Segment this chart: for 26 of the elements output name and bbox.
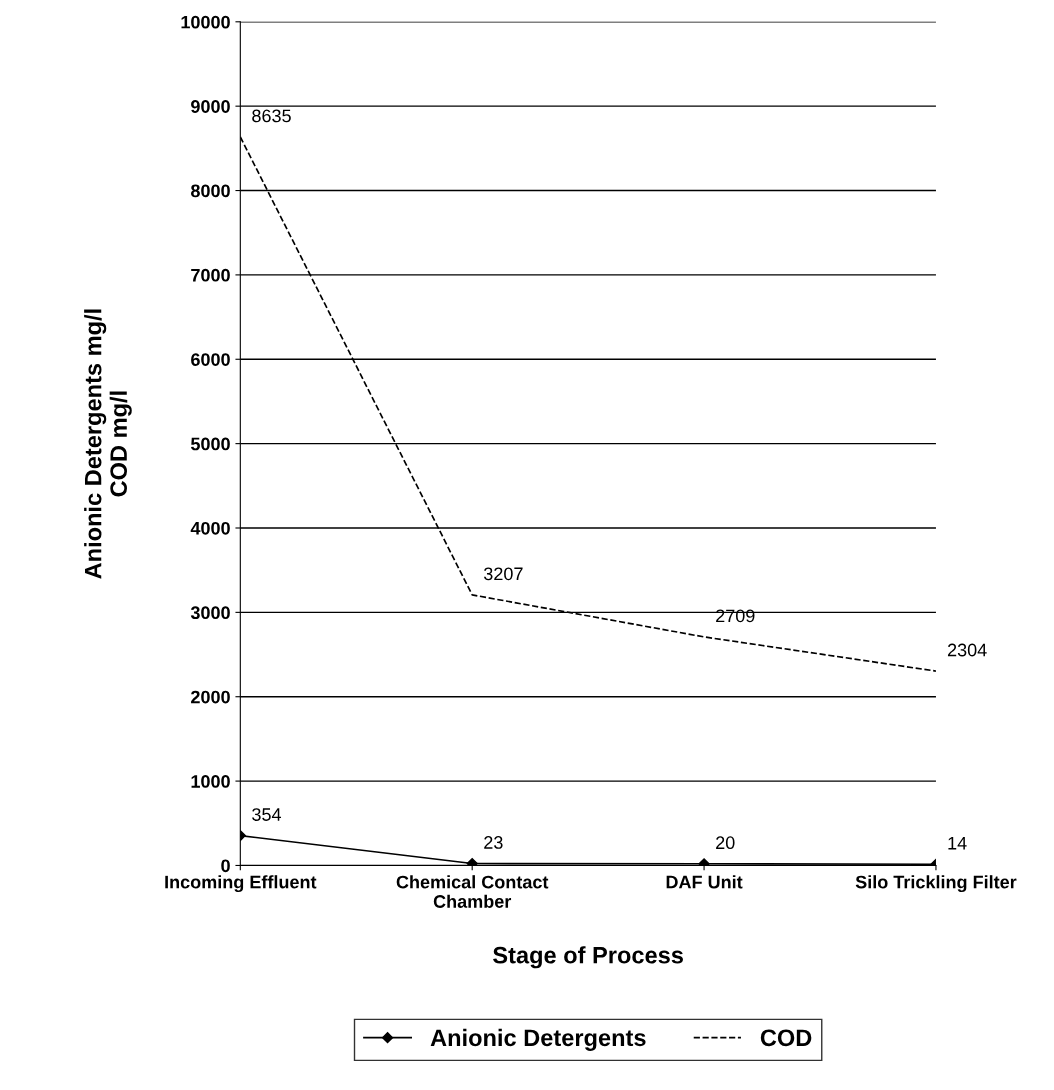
y-tick-label: 10000 bbox=[181, 15, 230, 29]
x-tick-label: Chemical Contact Chamber bbox=[396, 875, 549, 908]
legend-label: COD bbox=[760, 1029, 812, 1047]
data-label: 20 bbox=[716, 836, 735, 850]
x-tick-label: Silo Trickling Filter bbox=[855, 875, 1017, 893]
y-tick-label: 3000 bbox=[190, 606, 230, 620]
data-label: 14 bbox=[948, 837, 967, 850]
y-tick-label: 4000 bbox=[190, 521, 230, 535]
data-label: 354 bbox=[252, 808, 282, 821]
x-tick-label: DAF Unit bbox=[666, 875, 743, 889]
y-tick-label: 0 bbox=[221, 859, 230, 873]
data-label: 23 bbox=[484, 836, 503, 849]
data-label: 8635 bbox=[252, 109, 291, 123]
y-tick-label: 8000 bbox=[191, 184, 230, 198]
y-tick-label: 5000 bbox=[190, 437, 230, 451]
y-tick-label: 9000 bbox=[191, 100, 230, 113]
data-label: 2304 bbox=[947, 643, 987, 657]
y-tick-label: 6000 bbox=[191, 353, 230, 366]
legend-label: Anionic Detergents bbox=[430, 1028, 646, 1051]
x-tick-label: Incoming Effluent bbox=[165, 875, 317, 893]
y-tick-label: 2000 bbox=[191, 690, 230, 704]
y-tick-label: 1000 bbox=[191, 775, 230, 788]
y-axis-title: Anionic Detergents mg/l COD mg/l bbox=[84, 309, 132, 579]
data-label: 3207 bbox=[483, 567, 523, 581]
x-axis-title: Stage of Process bbox=[493, 946, 683, 969]
y-tick-label: 7000 bbox=[191, 268, 230, 282]
